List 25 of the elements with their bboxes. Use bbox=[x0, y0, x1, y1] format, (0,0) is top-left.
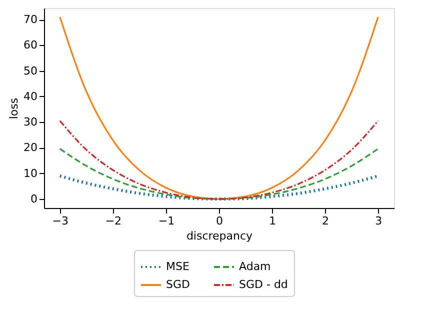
line-series bbox=[59, 120, 379, 200]
line-series bbox=[59, 148, 379, 200]
y-tick-label: 60 bbox=[24, 38, 38, 52]
x-tick-label: 2 bbox=[322, 214, 330, 228]
line-series bbox=[58, 174, 380, 201]
y-tick-label: 40 bbox=[24, 90, 38, 103]
legend-label: MSE bbox=[166, 260, 190, 273]
y-tick-label: 50 bbox=[24, 64, 38, 78]
x-tick-label: −2 bbox=[105, 214, 122, 228]
y-tick-label: 10 bbox=[24, 166, 38, 180]
legend-label: Adam bbox=[239, 260, 271, 273]
x-tick-label: 3 bbox=[375, 214, 382, 228]
y-axis-title: loss bbox=[8, 98, 21, 120]
x-axis-title: discrepancy bbox=[186, 230, 254, 242]
x-tick-label: −1 bbox=[158, 214, 175, 228]
x-tick-label: 1 bbox=[269, 214, 276, 228]
x-tick-label: −3 bbox=[52, 214, 69, 228]
x-tick-label: 0 bbox=[216, 214, 223, 228]
y-tick-label: 0 bbox=[30, 192, 38, 206]
line-series bbox=[59, 16, 379, 200]
y-tick-label: 20 bbox=[24, 141, 38, 154]
y-tick-label: 30 bbox=[24, 116, 38, 129]
legend-label: SGD bbox=[166, 278, 190, 291]
legend-label: SGD - dd bbox=[239, 278, 288, 291]
y-tick-label: 70 bbox=[24, 13, 38, 26]
